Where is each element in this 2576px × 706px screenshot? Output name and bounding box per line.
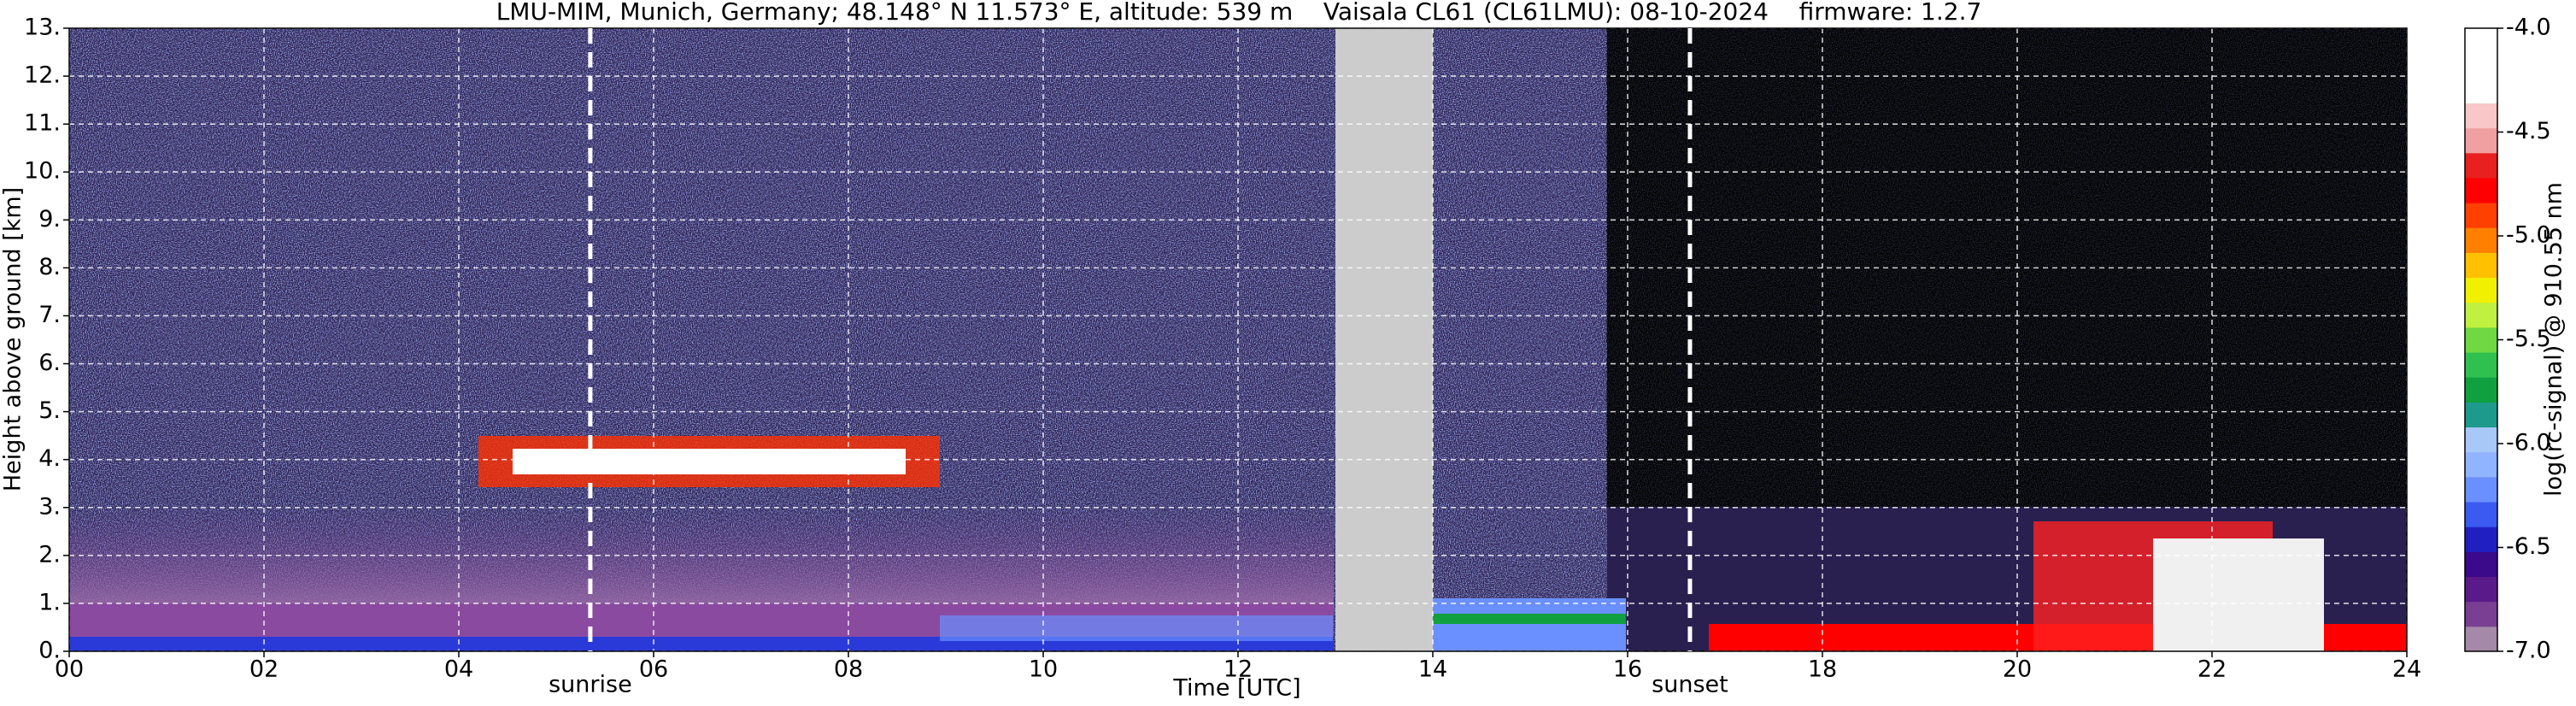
x-tick-label: 16 xyxy=(1613,656,1642,683)
colorbar-swatch xyxy=(2465,302,2497,328)
colorbar-tick-label: -5.5 xyxy=(2506,326,2551,352)
y-tick-label: 12. xyxy=(24,62,61,89)
x-tick-label: 20 xyxy=(2003,656,2032,683)
colorbar-swatch xyxy=(2465,53,2497,79)
colorbar-swatch xyxy=(2465,277,2497,303)
colorbar-label: log(rc-signal) @ 910.55 nm xyxy=(2541,182,2567,497)
colorbar-tick-label: -6.0 xyxy=(2506,430,2551,456)
colorbar-swatch xyxy=(2465,601,2497,627)
y-tick-label: 6. xyxy=(38,350,61,376)
x-tick-label: 06 xyxy=(639,656,668,683)
colorbar-swatch xyxy=(2465,78,2497,103)
annotation-label: sunset xyxy=(1652,672,1728,698)
y-tick-label: 11. xyxy=(24,110,61,137)
x-tick-label: 22 xyxy=(2198,656,2227,683)
x-tick-label: 24 xyxy=(2392,656,2421,683)
y-tick-label: 2. xyxy=(38,541,61,568)
colorbar-swatch xyxy=(2465,527,2497,552)
colorbar-swatch xyxy=(2465,576,2497,603)
colorbar-swatch xyxy=(2465,402,2497,428)
colorbar-tick-label: -5.0 xyxy=(2506,222,2551,249)
y-tick-label: 5. xyxy=(38,397,61,424)
x-tick-label: 18 xyxy=(1808,656,1837,683)
y-tick-label: 9. xyxy=(38,206,61,232)
x-tick-label: 08 xyxy=(834,656,863,683)
chart-title: LMU-MIM, Munich, Germany; 48.148° N 11.5… xyxy=(496,0,1982,26)
x-tick-label: 10 xyxy=(1029,656,1058,683)
evening-layer-edge xyxy=(1429,614,1626,624)
y-axis-label: Height above ground [km] xyxy=(0,187,26,491)
colorbar-tick-label: -7.0 xyxy=(2506,638,2551,664)
colorbar-swatch xyxy=(2465,551,2497,578)
colorbar-swatch xyxy=(2465,152,2497,179)
cloud-core xyxy=(513,449,906,474)
colorbar-tick-label: -6.5 xyxy=(2506,533,2551,560)
x-tick-label: 04 xyxy=(444,656,473,683)
x-tick-label: 02 xyxy=(249,656,279,683)
colorbar-swatch xyxy=(2465,377,2497,403)
x-tick-label: 00 xyxy=(55,656,84,683)
colorbar-swatch xyxy=(2465,177,2497,203)
colorbar-swatch xyxy=(2465,451,2497,478)
colorbar-tick-label: -4.5 xyxy=(2506,118,2551,144)
y-tick-label: 4. xyxy=(38,445,61,472)
data-gap xyxy=(1335,28,1433,651)
night-cloud-core xyxy=(2153,538,2324,651)
colorbar-swatch xyxy=(2465,227,2497,253)
y-tick-label: 13. xyxy=(24,15,61,41)
colorbar-swatch xyxy=(2465,352,2497,378)
y-tick-label: 8. xyxy=(38,254,61,280)
x-axis-label: Time [UTC] xyxy=(1172,675,1300,702)
colorbar-swatch xyxy=(2465,103,2497,129)
colorbar-swatch xyxy=(2465,626,2497,652)
y-tick-label: 3. xyxy=(38,493,61,520)
y-tick-label: 0. xyxy=(38,638,61,664)
y-tick-label: 7. xyxy=(38,302,61,328)
colorbar-swatch xyxy=(2465,476,2497,503)
x-tick-label: 12 xyxy=(1223,656,1253,683)
y-tick-label: 10. xyxy=(24,158,61,185)
colorbar-swatch xyxy=(2465,252,2497,279)
x-tick-label: 14 xyxy=(1418,656,1447,683)
colorbar-swatch xyxy=(2465,427,2497,453)
colorbar-swatch xyxy=(2465,327,2497,353)
y-tick-label: 1. xyxy=(38,589,61,615)
annotation-label: sunrise xyxy=(549,672,632,698)
colorbar-tick-label: -4.0 xyxy=(2506,15,2551,41)
evening-layer xyxy=(1429,598,1626,651)
colorbar-swatch xyxy=(2465,203,2497,228)
colorbar-swatch xyxy=(2465,28,2497,54)
colorbar-swatch xyxy=(2465,502,2497,527)
surface-layer-day xyxy=(940,615,1333,641)
colorbar-swatch xyxy=(2465,127,2497,154)
